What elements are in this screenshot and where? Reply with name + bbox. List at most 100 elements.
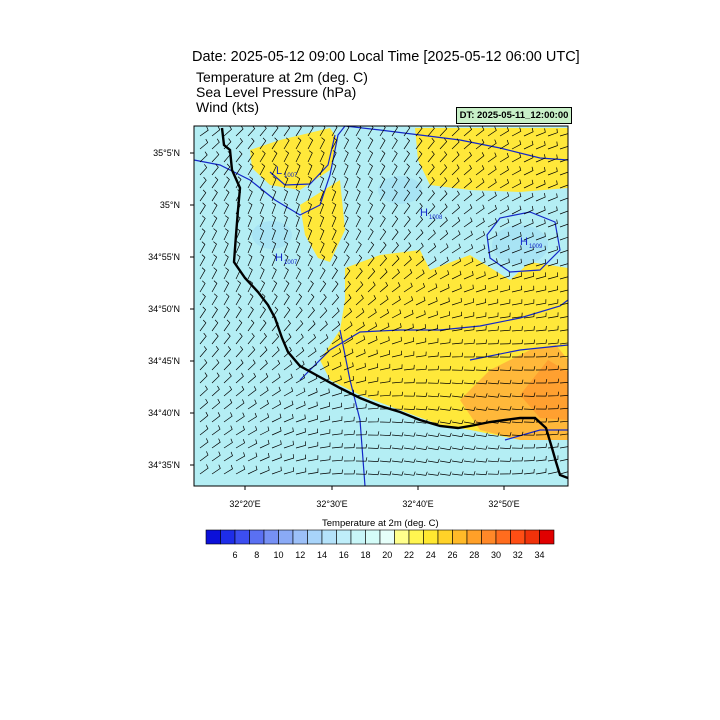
wind-barb	[235, 126, 244, 137]
wind-barb	[259, 163, 266, 176]
wind-barb	[247, 306, 254, 319]
wind-barb	[235, 150, 243, 163]
wind-barb	[523, 379, 536, 384]
wind-barb	[475, 178, 485, 189]
wind-barb	[511, 218, 522, 228]
wind-barb	[403, 150, 410, 163]
wind-barb	[367, 215, 374, 228]
wind-barb	[559, 355, 568, 358]
wind-barb	[223, 346, 232, 358]
wind-barb	[475, 470, 488, 476]
wind-barb	[235, 137, 243, 150]
wind-barb	[355, 267, 363, 280]
wind-barb	[199, 385, 208, 397]
wind-barb	[271, 280, 278, 293]
wind-barb	[427, 352, 439, 358]
wind-barb	[547, 312, 559, 319]
wind-barb	[247, 386, 257, 397]
wind-barb	[319, 361, 330, 371]
wind-barb	[355, 241, 362, 254]
colorbar-swatch	[379, 529, 395, 545]
wind-barb	[439, 311, 450, 319]
wind-barb	[403, 471, 416, 476]
wind-barb	[403, 215, 411, 228]
wind-barb	[379, 150, 386, 163]
wind-barb	[487, 231, 498, 241]
wind-barb	[271, 426, 282, 436]
wind-barb	[199, 189, 207, 202]
pressure-center-letter: H	[275, 252, 283, 264]
wind-barb	[439, 471, 452, 476]
pressure-center-value: 1007	[284, 173, 298, 179]
wind-barb	[463, 298, 474, 306]
wind-barb	[223, 399, 233, 410]
wind-barb	[487, 152, 497, 163]
wind-barb	[403, 445, 416, 450]
wind-barb	[559, 342, 568, 345]
wind-barb	[355, 189, 361, 202]
wind-barb	[343, 280, 351, 293]
wind-barb	[379, 418, 392, 423]
wind-barb	[211, 464, 221, 475]
wind-barb	[523, 352, 536, 358]
wind-barb	[355, 321, 365, 332]
wind-barb	[319, 280, 327, 293]
wind-barb	[559, 433, 568, 436]
wind-barb	[439, 151, 448, 163]
wind-barb	[499, 126, 510, 137]
wind-barb	[259, 241, 265, 254]
wind-barb	[487, 432, 500, 437]
wind-barb	[367, 377, 379, 384]
wind-barb	[535, 455, 547, 462]
wind-barb	[223, 202, 230, 215]
wind-barb	[247, 372, 257, 384]
wind-barb	[403, 364, 415, 371]
wind-barb	[523, 166, 534, 176]
wind-barb	[271, 215, 276, 228]
wind-barb	[283, 387, 294, 397]
wind-barb	[451, 257, 462, 267]
wind-barb	[511, 232, 522, 241]
wind-barb	[427, 432, 440, 437]
wind-barb	[403, 405, 416, 410]
wind-barb	[559, 329, 568, 332]
wind-barb	[283, 400, 294, 410]
wind-barb	[367, 137, 374, 150]
wind-barb	[331, 334, 341, 345]
wind-barb	[223, 241, 229, 254]
wind-barb	[247, 399, 257, 410]
wind-barb	[475, 458, 488, 463]
wind-barb	[475, 217, 485, 228]
wind-barb	[499, 271, 510, 280]
colorbar-swatch	[263, 529, 279, 545]
cool-spot-3	[492, 225, 548, 265]
wind-barb	[271, 466, 282, 475]
wind-barb	[415, 296, 426, 306]
wind-barb	[535, 206, 546, 215]
wind-barb	[319, 320, 328, 332]
wind-barb	[379, 322, 390, 332]
colorbar-label: 28	[469, 550, 479, 560]
wind-barb	[416, 378, 428, 384]
wind-barb	[247, 465, 258, 475]
wind-barb	[511, 366, 524, 371]
wind-barb	[271, 163, 277, 176]
lat-label: 34°35'N	[148, 460, 180, 470]
wind-barb	[283, 126, 291, 137]
colorbar-swatch	[394, 529, 410, 545]
wind-barb	[343, 137, 350, 150]
wind-barb	[523, 443, 536, 449]
colorbar-label: 14	[317, 550, 327, 560]
wind-barb	[547, 154, 558, 163]
wind-barb	[451, 270, 462, 280]
wind-barb	[487, 326, 499, 332]
wind-barb	[199, 319, 207, 332]
wind-barb	[319, 137, 326, 150]
wind-barb	[511, 312, 523, 319]
wind-barb	[487, 298, 499, 306]
wind-barb	[199, 306, 207, 319]
wind-barb	[223, 267, 229, 280]
wind-barb	[211, 241, 217, 254]
wind-barb	[439, 138, 448, 150]
wind-barb	[271, 254, 277, 267]
